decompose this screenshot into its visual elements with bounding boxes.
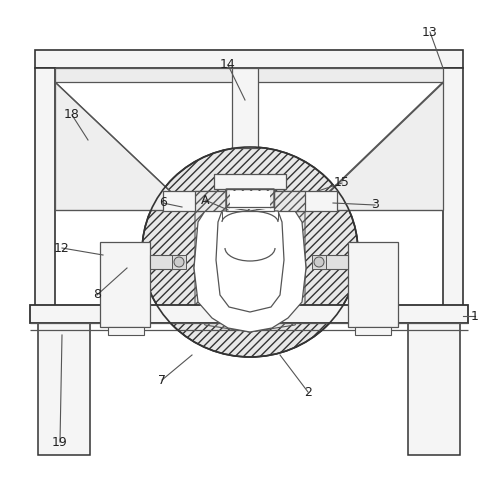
Bar — [230, 191, 270, 209]
Text: 3: 3 — [371, 199, 379, 211]
Text: 19: 19 — [52, 435, 68, 449]
Bar — [108, 327, 144, 335]
Text: 7: 7 — [158, 374, 166, 387]
Bar — [38, 323, 90, 455]
Polygon shape — [226, 189, 274, 211]
Circle shape — [174, 257, 184, 267]
Polygon shape — [272, 211, 305, 306]
Polygon shape — [216, 211, 284, 312]
Text: 1: 1 — [471, 310, 479, 322]
Text: 12: 12 — [54, 242, 70, 255]
Polygon shape — [310, 82, 443, 210]
Polygon shape — [194, 211, 306, 332]
Bar — [30, 305, 468, 323]
Text: A: A — [201, 193, 209, 206]
Bar — [226, 189, 274, 211]
Bar — [150, 255, 178, 269]
Bar — [312, 255, 326, 269]
Bar — [408, 323, 460, 455]
Bar — [35, 50, 463, 68]
Ellipse shape — [142, 147, 358, 357]
Bar — [55, 68, 443, 82]
Bar — [35, 68, 55, 310]
Bar — [100, 242, 150, 327]
Text: 15: 15 — [334, 176, 350, 189]
Bar — [172, 255, 186, 269]
Bar — [214, 174, 286, 189]
Polygon shape — [195, 191, 305, 211]
Text: 6: 6 — [159, 196, 167, 209]
Text: 2: 2 — [304, 386, 312, 398]
Bar — [226, 189, 274, 207]
Polygon shape — [55, 82, 190, 210]
Text: 18: 18 — [64, 109, 80, 121]
Polygon shape — [194, 211, 306, 332]
Text: 8: 8 — [93, 288, 101, 301]
Circle shape — [314, 257, 324, 267]
Bar — [226, 189, 274, 207]
Polygon shape — [195, 211, 228, 306]
Bar — [443, 68, 463, 310]
Bar — [320, 255, 348, 269]
Polygon shape — [195, 306, 305, 332]
Bar — [348, 242, 398, 327]
Bar — [232, 68, 258, 148]
Bar — [355, 327, 391, 335]
Text: 14: 14 — [220, 58, 236, 72]
Bar — [163, 191, 337, 211]
Text: 13: 13 — [422, 25, 438, 38]
